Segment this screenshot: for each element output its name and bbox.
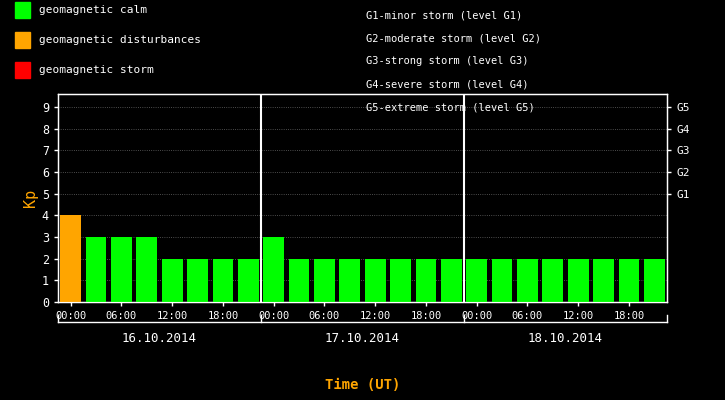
Bar bbox=[466, 259, 487, 302]
Text: geomagnetic disturbances: geomagnetic disturbances bbox=[39, 35, 201, 45]
Text: 18.10.2014: 18.10.2014 bbox=[528, 332, 603, 344]
Bar bbox=[390, 259, 411, 302]
Text: 16.10.2014: 16.10.2014 bbox=[122, 332, 197, 344]
Text: G2-moderate storm (level G2): G2-moderate storm (level G2) bbox=[366, 33, 541, 43]
Text: G3-strong storm (level G3): G3-strong storm (level G3) bbox=[366, 56, 529, 66]
Text: G4-severe storm (level G4): G4-severe storm (level G4) bbox=[366, 80, 529, 90]
Bar bbox=[136, 237, 157, 302]
Bar bbox=[441, 259, 462, 302]
Bar bbox=[111, 237, 132, 302]
Bar bbox=[339, 259, 360, 302]
Bar bbox=[314, 259, 335, 302]
Bar bbox=[238, 259, 259, 302]
Text: G5-extreme storm (level G5): G5-extreme storm (level G5) bbox=[366, 103, 535, 113]
Bar bbox=[187, 259, 208, 302]
Bar bbox=[593, 259, 614, 302]
Bar bbox=[263, 237, 284, 302]
Bar bbox=[162, 259, 183, 302]
Bar bbox=[492, 259, 513, 302]
Bar bbox=[415, 259, 436, 302]
Text: geomagnetic storm: geomagnetic storm bbox=[39, 65, 154, 75]
Bar bbox=[568, 259, 589, 302]
Bar bbox=[86, 237, 107, 302]
Bar bbox=[212, 259, 233, 302]
Bar bbox=[644, 259, 665, 302]
Bar bbox=[542, 259, 563, 302]
Text: G1-minor storm (level G1): G1-minor storm (level G1) bbox=[366, 10, 523, 20]
Y-axis label: Kp: Kp bbox=[22, 189, 38, 207]
Text: Time (UT): Time (UT) bbox=[325, 378, 400, 392]
Bar bbox=[289, 259, 310, 302]
Bar bbox=[618, 259, 639, 302]
Text: geomagnetic calm: geomagnetic calm bbox=[39, 5, 147, 15]
Bar bbox=[60, 215, 81, 302]
Text: 17.10.2014: 17.10.2014 bbox=[325, 332, 400, 344]
Bar bbox=[517, 259, 538, 302]
Bar bbox=[365, 259, 386, 302]
